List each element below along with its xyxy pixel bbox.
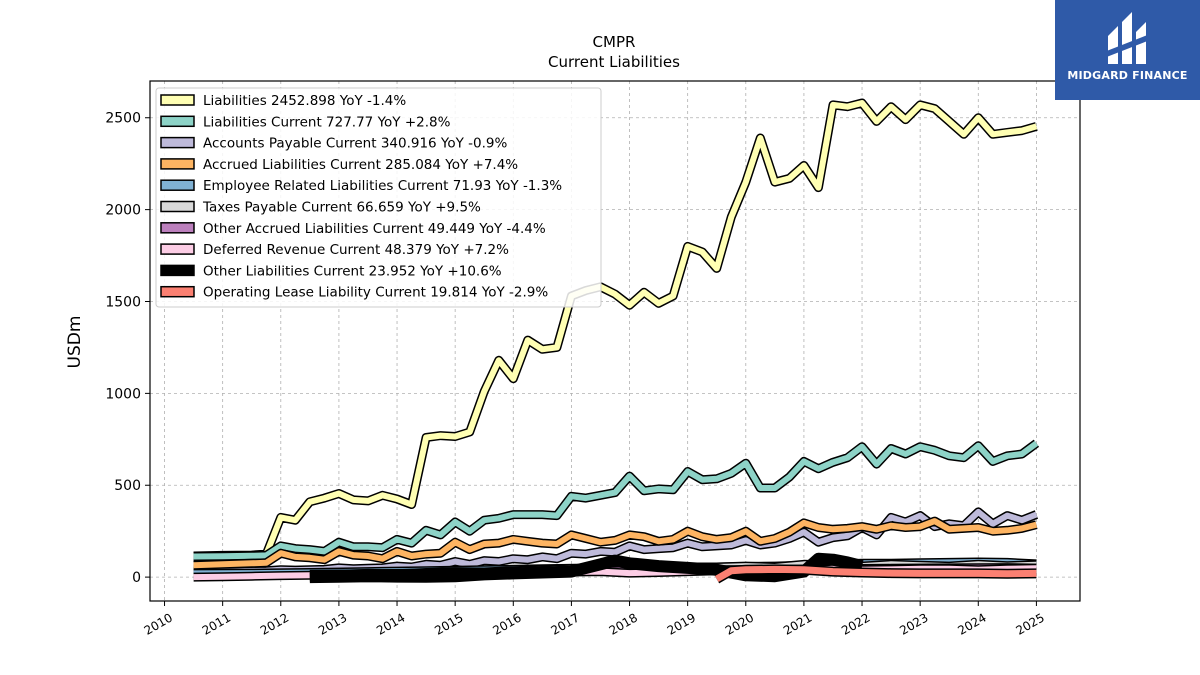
legend-label: Employee Related Liabilities Current 71.… bbox=[203, 178, 562, 194]
x-tick-label: 2010 bbox=[142, 610, 175, 637]
legend-swatch bbox=[160, 115, 195, 128]
legend-label: Liabilities 2452.898 YoY -1.4% bbox=[203, 93, 406, 109]
legend-label: Other Liabilities Current 23.952 YoY +10… bbox=[203, 263, 502, 279]
legend: Liabilities 2452.898 YoY -1.4% Liabilitie… bbox=[155, 87, 602, 308]
series-liabilities bbox=[193, 98, 1038, 561]
legend-swatch bbox=[160, 285, 195, 298]
x-tick-label: 2025 bbox=[1013, 610, 1046, 637]
x-tick-label: 2011 bbox=[200, 610, 233, 637]
x-tick-label: 2018 bbox=[607, 610, 640, 637]
y-tick-label: 1000 bbox=[105, 386, 141, 402]
legend-swatch bbox=[160, 179, 195, 191]
x-tick-label: 2014 bbox=[374, 610, 407, 637]
y-tick-label: 0 bbox=[132, 570, 141, 586]
brand-name: MIDGARD FINANCE bbox=[1067, 69, 1188, 82]
x-tick-label: 2017 bbox=[548, 610, 581, 637]
plot-frame bbox=[149, 80, 1081, 602]
legend-swatch bbox=[160, 136, 195, 149]
legend-label: Accounts Payable Current 340.916 YoY -0.… bbox=[203, 136, 508, 152]
legend-label: Liabilities Current 727.77 YoY +2.8% bbox=[203, 114, 451, 130]
x-tick-label: 2015 bbox=[432, 610, 465, 637]
legend-swatch bbox=[160, 158, 195, 170]
y-tick-label: 500 bbox=[114, 478, 141, 494]
y-tick-label: 1500 bbox=[105, 294, 141, 310]
x-tick-label: 2022 bbox=[839, 610, 872, 637]
series-accrued-liabilities-current bbox=[193, 516, 1038, 570]
series-layer bbox=[193, 98, 1040, 584]
series-line bbox=[193, 100, 1038, 559]
x-tick-label: 2023 bbox=[897, 610, 930, 637]
legend-label: Other Accrued Liabilities Current 49.449… bbox=[203, 221, 546, 237]
y-tick-label: 2500 bbox=[105, 111, 141, 127]
chart-title: CMPR bbox=[593, 33, 636, 51]
x-tick-label: 2024 bbox=[955, 610, 988, 637]
series-line bbox=[193, 440, 1039, 560]
series-line bbox=[193, 518, 1038, 569]
legend-swatch bbox=[160, 222, 195, 234]
legend-label: Taxes Payable Current 66.659 YoY +9.5% bbox=[202, 200, 481, 216]
x-tick-label: 2020 bbox=[723, 610, 756, 637]
series-line bbox=[714, 565, 1037, 583]
legend-swatch bbox=[160, 94, 195, 106]
y-axis-label: USDm bbox=[65, 316, 85, 369]
x-tick-label: 2012 bbox=[258, 610, 291, 637]
legend-swatch bbox=[160, 243, 195, 255]
y-tick-label: 2000 bbox=[105, 203, 141, 219]
legend-box bbox=[155, 87, 602, 308]
series-liabilities-current bbox=[193, 439, 1040, 561]
legend-label: Operating Lease Liability Current 19.814… bbox=[203, 285, 548, 301]
x-tick-label: 2016 bbox=[490, 610, 523, 637]
x-tick-label: 2019 bbox=[665, 610, 698, 637]
x-tick-label: 2013 bbox=[316, 610, 349, 637]
brand-logo-icon bbox=[1104, 12, 1150, 64]
legend-swatch bbox=[160, 200, 195, 213]
legend-swatch bbox=[160, 264, 195, 277]
chart-subtitle: Current Liabilities bbox=[548, 53, 680, 71]
legend-label: Deferred Revenue Current 48.379 YoY +7.2… bbox=[203, 242, 509, 258]
legend-label: Accrued Liabilities Current 285.084 YoY … bbox=[203, 157, 518, 173]
x-tick-label: 2021 bbox=[781, 610, 814, 637]
series-operating-lease-liability-current bbox=[714, 564, 1037, 584]
